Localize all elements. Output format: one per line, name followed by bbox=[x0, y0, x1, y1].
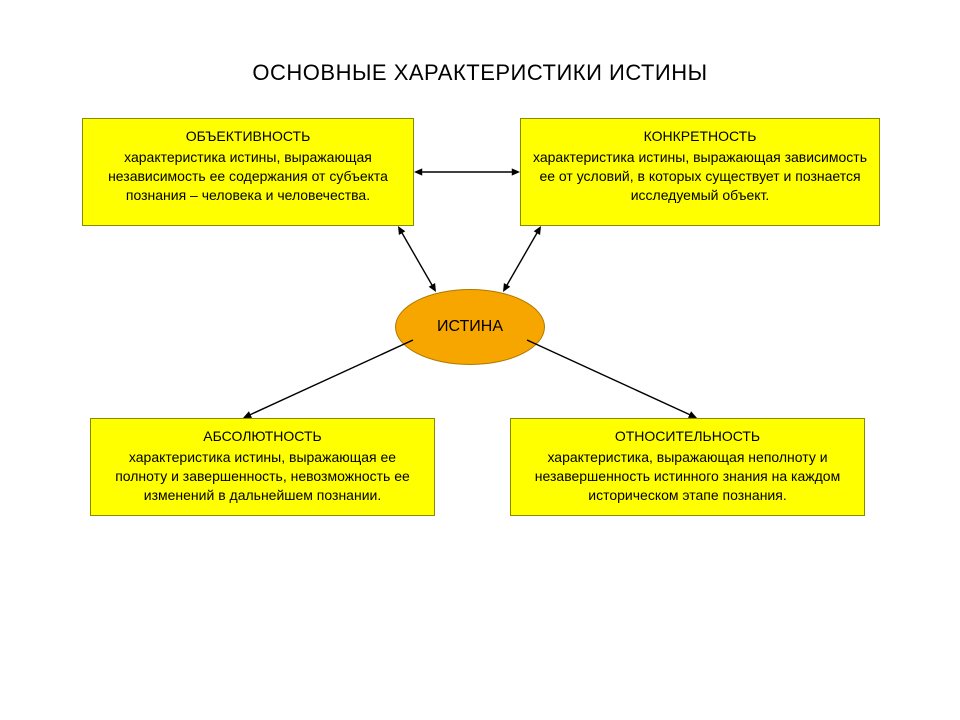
box-concreteness: КОНКРЕТНОСТЬ характеристика истины, выра… bbox=[520, 118, 880, 226]
box-objectivity-title: ОБЪЕКТИВНОСТЬ bbox=[93, 127, 403, 146]
diagram-canvas: ОСНОВНЫЕ ХАРАКТЕРИСТИКИ ИСТИНЫ ИСТИНА ОБ… bbox=[0, 0, 960, 720]
box-relativity-title: ОТНОСИТЕЛЬНОСТЬ bbox=[521, 427, 854, 446]
box-objectivity: ОБЪЕКТИВНОСТЬ характеристика истины, выр… bbox=[82, 118, 414, 226]
center-node-truth: ИСТИНА bbox=[395, 289, 545, 365]
box-absoluteness-title: АБСОЛЮТНОСТЬ bbox=[101, 427, 424, 446]
box-relativity-body: характеристика, выражающая неполноту и н… bbox=[535, 449, 840, 503]
center-node-label: ИСТИНА bbox=[437, 318, 503, 336]
box-relativity: ОТНОСИТЕЛЬНОСТЬ характеристика, выражающ… bbox=[510, 418, 865, 516]
box-absoluteness: АБСОЛЮТНОСТЬ характеристика истины, выра… bbox=[90, 418, 435, 516]
box-concreteness-title: КОНКРЕТНОСТЬ bbox=[531, 127, 869, 146]
box-objectivity-body: характеристика истины, выражающая незави… bbox=[108, 149, 388, 203]
box-concreteness-body: характеристика истины, выражающая зависи… bbox=[533, 149, 867, 203]
diagram-title: ОСНОВНЫЕ ХАРАКТЕРИСТИКИ ИСТИНЫ bbox=[200, 60, 760, 86]
box-absoluteness-body: характеристика истины, выражающая ее пол… bbox=[115, 449, 410, 503]
